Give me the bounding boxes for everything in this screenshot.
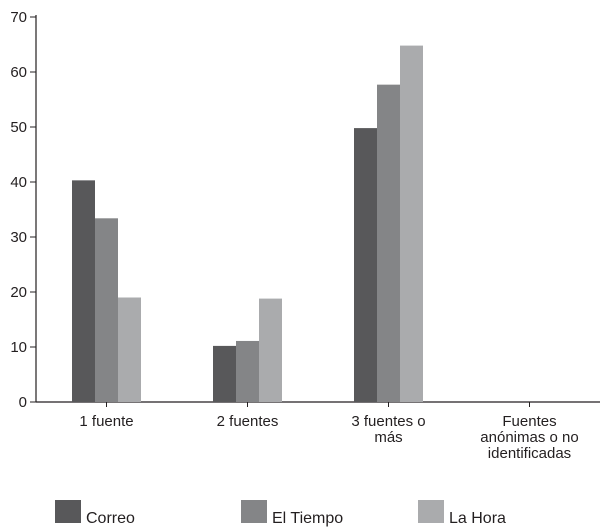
bar-correo	[354, 128, 377, 402]
legend-label: Correo	[86, 510, 135, 527]
bar-el-tiempo	[95, 218, 118, 402]
y-tick-label: 60	[10, 64, 27, 81]
x-tick-label: 3 fuentes o	[351, 413, 425, 430]
y-tick-label: 20	[10, 284, 27, 301]
bar-la-hora	[400, 45, 423, 402]
bar-la-hora	[118, 297, 141, 402]
y-tick-label: 50	[10, 119, 27, 136]
bar-correo	[213, 345, 236, 402]
legend-swatch	[241, 500, 267, 523]
legend-swatch	[418, 500, 444, 523]
legend-label: La Hora	[449, 510, 506, 527]
y-tick-label: 70	[10, 9, 27, 26]
x-tick-label: anónimas o no	[480, 429, 578, 446]
bar-el-tiempo	[377, 84, 400, 403]
x-tick-label: 1 fuente	[79, 413, 133, 430]
legend-swatch	[55, 500, 81, 523]
y-tick-label: 10	[10, 339, 27, 356]
plot-area: 0 10 20 30 40 50 60 70 1 fuente 2 fuentes 3 fuente…	[10, 9, 600, 462]
y-tick-label: 0	[19, 394, 27, 411]
y-tick-label: 40	[10, 174, 27, 191]
x-tick-label: más	[374, 429, 402, 446]
legend-label: El Tiempo	[272, 510, 343, 527]
x-tick-label: 2 fuentes	[217, 413, 279, 430]
x-tick-label: identificadas	[488, 445, 571, 462]
legend: Correo El Tiempo La Hora	[55, 500, 506, 527]
bar-correo	[72, 180, 95, 402]
x-tick-label: Fuentes	[502, 413, 556, 430]
y-tick-label: 30	[10, 229, 27, 246]
bar-el-tiempo	[236, 340, 259, 402]
bar-la-hora	[259, 298, 282, 402]
